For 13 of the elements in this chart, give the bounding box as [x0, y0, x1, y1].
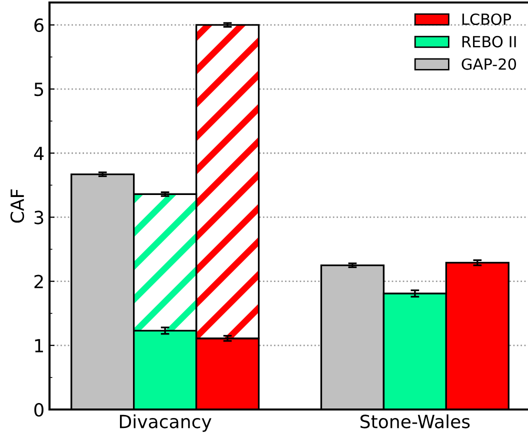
x-tick-label: Stone-Wales: [360, 414, 470, 428]
legend-label: GAP-20: [462, 58, 516, 70]
y-tick-label: 2: [34, 274, 43, 288]
legend-label: LCBOP: [462, 13, 512, 26]
y-axis-title: CAF: [10, 189, 24, 223]
y-tick-label: 5: [34, 82, 44, 96]
y-tick-label: 1: [35, 339, 43, 352]
y-tick-label: 0: [34, 402, 44, 417]
x-tick-label: Divacancy: [120, 414, 212, 432]
y-tick-label: 6: [34, 18, 44, 32]
legend-label: REBO II: [462, 36, 516, 48]
y-tick-label: 4: [34, 146, 44, 160]
y-tick-label: 3: [34, 210, 44, 224]
